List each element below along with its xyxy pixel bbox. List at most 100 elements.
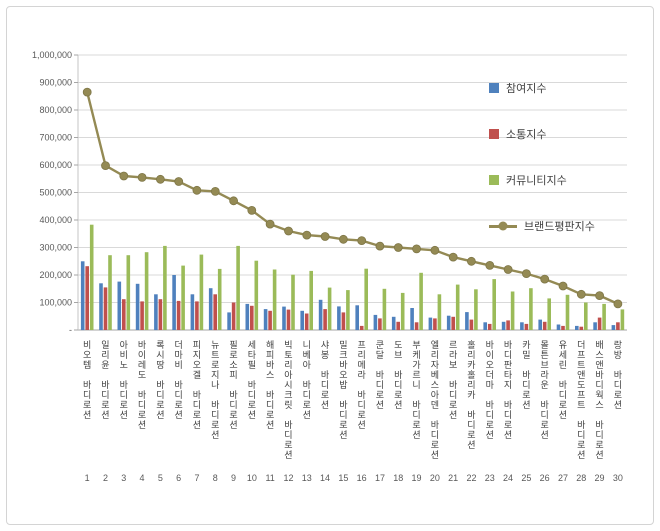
- bar-참여지수[interactable]: [318, 299, 323, 331]
- bar-소통지수[interactable]: [524, 323, 529, 330]
- bar-참여지수[interactable]: [227, 312, 231, 330]
- bar-참여지수[interactable]: [373, 314, 378, 330]
- bar-참여지수[interactable]: [520, 322, 524, 330]
- bar-커뮤니티지수[interactable]: [199, 254, 204, 330]
- bar-소통지수[interactable]: [304, 313, 309, 331]
- bar-커뮤니티지수[interactable]: [144, 252, 149, 330]
- line-marker[interactable]: [174, 177, 184, 186]
- legend-item-communication-index[interactable]: 소통지수: [489, 126, 595, 142]
- bar-참여지수[interactable]: [154, 294, 158, 331]
- bar-소통지수[interactable]: [433, 318, 437, 330]
- bar-참여지수[interactable]: [538, 319, 542, 330]
- bar-참여지수[interactable]: [99, 283, 103, 331]
- line-marker[interactable]: [430, 245, 440, 255]
- bar-소통지수[interactable]: [506, 320, 510, 330]
- bar-커뮤니티지수[interactable]: [547, 298, 551, 330]
- bar-커뮤니티지수[interactable]: [217, 268, 222, 330]
- line-marker[interactable]: [137, 172, 147, 182]
- bar-참여지수[interactable]: [282, 306, 286, 330]
- bar-소통지수[interactable]: [579, 326, 584, 330]
- bar-커뮤니티지수[interactable]: [620, 309, 625, 330]
- bar-소통지수[interactable]: [158, 299, 163, 330]
- bar-참여지수[interactable]: [593, 322, 597, 330]
- bar-소통지수[interactable]: [359, 325, 364, 330]
- bar-소통지수[interactable]: [378, 318, 382, 330]
- bar-참여지수[interactable]: [556, 324, 561, 331]
- line-marker[interactable]: [101, 161, 110, 171]
- bar-참여지수[interactable]: [355, 305, 359, 331]
- bar-소통지수[interactable]: [176, 300, 181, 330]
- bar-소통지수[interactable]: [323, 309, 327, 330]
- bar-참여지수[interactable]: [117, 281, 122, 330]
- bar-커뮤니티지수[interactable]: [529, 288, 533, 330]
- bar-커뮤니티지수[interactable]: [510, 291, 515, 331]
- line-marker[interactable]: [558, 281, 568, 291]
- bar-참여지수[interactable]: [172, 275, 176, 330]
- bar-참여지수[interactable]: [428, 317, 433, 330]
- line-marker[interactable]: [412, 244, 422, 254]
- line-marker[interactable]: [466, 256, 476, 266]
- bar-커뮤니티지수[interactable]: [181, 265, 185, 330]
- bar-참여지수[interactable]: [501, 321, 506, 331]
- bar-소통지수[interactable]: [213, 294, 217, 331]
- bar-커뮤니티지수[interactable]: [272, 269, 277, 331]
- bar-커뮤니티지수[interactable]: [346, 290, 350, 330]
- line-marker[interactable]: [595, 291, 604, 301]
- bar-소통지수[interactable]: [268, 310, 272, 331]
- bar-참여지수[interactable]: [575, 325, 579, 330]
- bar-소통지수[interactable]: [414, 322, 419, 330]
- line-marker[interactable]: [357, 236, 367, 246]
- bar-소통지수[interactable]: [542, 321, 547, 331]
- bar-커뮤니티지수[interactable]: [163, 245, 167, 330]
- line-marker[interactable]: [302, 230, 312, 240]
- bar-참여지수[interactable]: [190, 294, 195, 331]
- bar-참여지수[interactable]: [208, 288, 213, 330]
- bar-커뮤니티지수[interactable]: [126, 255, 131, 330]
- bar-커뮤니티지수[interactable]: [400, 292, 405, 330]
- bar-참여지수[interactable]: [465, 312, 469, 330]
- line-marker[interactable]: [284, 226, 293, 236]
- bar-소통지수[interactable]: [451, 316, 455, 330]
- bar-커뮤니티지수[interactable]: [309, 270, 313, 330]
- bar-커뮤니티지수[interactable]: [474, 289, 478, 330]
- line-marker[interactable]: [229, 196, 239, 206]
- bar-커뮤니티지수[interactable]: [584, 302, 588, 331]
- bar-소통지수[interactable]: [231, 302, 236, 331]
- bar-참여지수[interactable]: [300, 310, 304, 331]
- line-marker[interactable]: [576, 289, 586, 299]
- bar-소통지수[interactable]: [286, 309, 291, 330]
- bar-커뮤니티지수[interactable]: [291, 274, 295, 330]
- bar-소통지수[interactable]: [140, 301, 144, 330]
- bar-참여지수[interactable]: [483, 322, 487, 330]
- line-marker[interactable]: [247, 205, 257, 215]
- bar-소통지수[interactable]: [396, 321, 400, 331]
- bar-소통지수[interactable]: [195, 301, 199, 330]
- line-marker[interactable]: [82, 87, 92, 97]
- bar-참여지수[interactable]: [80, 261, 85, 331]
- line-marker[interactable]: [540, 274, 550, 284]
- bar-커뮤니티지수[interactable]: [89, 224, 94, 330]
- bar-커뮤니티지수[interactable]: [382, 288, 387, 331]
- bar-커뮤니티지수[interactable]: [437, 294, 442, 331]
- bar-참여지수[interactable]: [263, 309, 268, 330]
- bar-참여지수[interactable]: [135, 283, 140, 330]
- bar-참여지수[interactable]: [337, 306, 341, 330]
- line-marker[interactable]: [485, 260, 495, 270]
- bar-소통지수[interactable]: [103, 287, 108, 330]
- line-marker[interactable]: [503, 265, 513, 274]
- legend-item-brand-reputation-index[interactable]: 브랜드평판지수: [489, 218, 595, 234]
- bar-소통지수[interactable]: [341, 312, 346, 330]
- bar-소통지수[interactable]: [85, 266, 89, 330]
- line-marker[interactable]: [192, 185, 202, 195]
- bar-소통지수[interactable]: [616, 322, 620, 330]
- bar-참여지수[interactable]: [611, 325, 616, 330]
- bar-참여지수[interactable]: [391, 316, 396, 330]
- line-marker[interactable]: [393, 243, 403, 252]
- bar-소통지수[interactable]: [469, 319, 474, 330]
- bar-참여지수[interactable]: [245, 303, 250, 330]
- legend-item-participation-index[interactable]: 참여지수: [489, 80, 595, 96]
- line-marker[interactable]: [119, 171, 129, 181]
- bar-커뮤니티지수[interactable]: [602, 303, 606, 330]
- bar-커뮤니티지수[interactable]: [364, 268, 368, 330]
- bar-소통지수[interactable]: [122, 299, 126, 330]
